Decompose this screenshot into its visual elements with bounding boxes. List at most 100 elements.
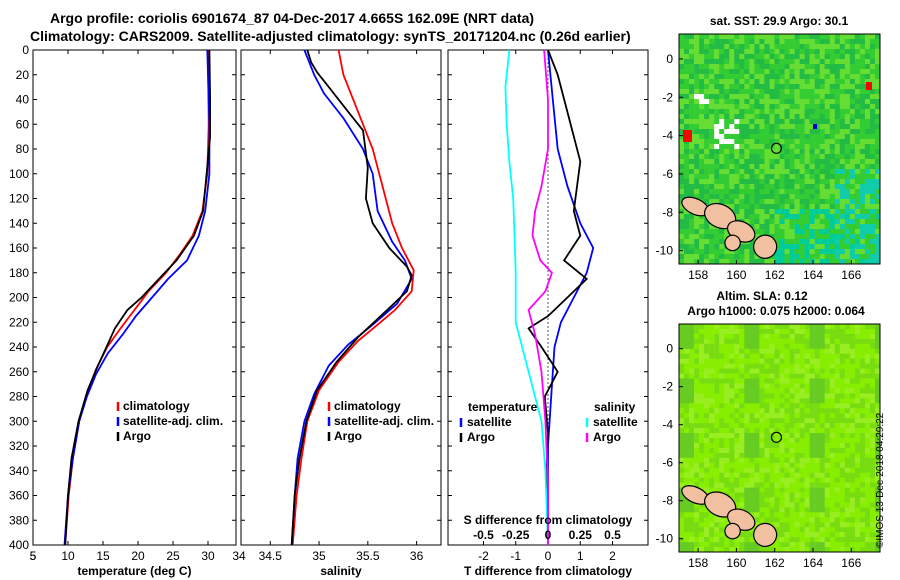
map-cell — [824, 209, 830, 215]
map-cell — [709, 79, 715, 85]
map-cell — [699, 109, 705, 115]
map-cell — [694, 239, 700, 245]
map-cell — [854, 383, 861, 389]
map-cell — [849, 189, 856, 195]
x-tick-label: 35 — [312, 549, 326, 563]
map-cell — [849, 84, 856, 90]
map-cell — [779, 189, 785, 195]
map-cell — [794, 194, 800, 200]
map-cell — [774, 39, 780, 45]
map-cell — [784, 443, 790, 449]
map-cell — [875, 139, 881, 145]
map-cell — [824, 74, 830, 80]
map-cell — [689, 109, 695, 115]
map-cell — [849, 89, 856, 95]
map-cell — [699, 348, 705, 355]
map-cell — [774, 69, 780, 75]
map-cell — [699, 522, 705, 528]
map-cell — [779, 229, 785, 235]
map-cell — [829, 423, 836, 429]
map-cell — [739, 34, 745, 40]
map-cell — [814, 438, 820, 444]
map-cell — [829, 413, 836, 419]
map-cell — [754, 358, 760, 364]
map-cell — [739, 104, 745, 110]
map-cell — [875, 129, 881, 135]
map-cell — [799, 159, 805, 165]
map-cell — [789, 174, 795, 180]
map-cell — [689, 49, 695, 55]
map-cell — [870, 403, 876, 409]
map-cell — [774, 189, 780, 195]
map-cell — [859, 119, 866, 125]
map-cell — [844, 109, 851, 115]
map-cell — [819, 477, 825, 483]
map-cell — [749, 189, 755, 195]
map-cell — [794, 69, 800, 75]
map-cell — [774, 184, 780, 190]
map-cell — [764, 174, 770, 180]
map-cell — [779, 89, 785, 95]
map-cell — [699, 482, 705, 488]
map-cell — [784, 229, 790, 235]
map-cell — [704, 259, 710, 265]
map-cell — [789, 219, 795, 225]
map-cell — [809, 64, 815, 70]
map-cell — [799, 149, 805, 155]
map-cell — [744, 482, 750, 488]
map-cell — [704, 39, 710, 45]
map-cell — [829, 114, 836, 120]
map-cell — [875, 428, 881, 434]
map-cell — [864, 487, 871, 493]
map-cell — [749, 418, 755, 424]
map-cell — [849, 104, 856, 110]
map-cell — [714, 134, 720, 140]
map-cell — [754, 154, 760, 160]
map-cell — [814, 54, 820, 60]
map-cell — [799, 517, 805, 523]
map-cell — [754, 418, 760, 424]
map-cell — [824, 517, 830, 523]
map-cell — [684, 517, 690, 523]
map-cell — [764, 324, 770, 330]
map-cell — [824, 333, 830, 340]
map-cell — [724, 84, 730, 90]
map-cell — [854, 457, 861, 464]
map-cell — [870, 134, 876, 140]
map-cell — [809, 403, 815, 409]
map-cell — [764, 423, 770, 429]
map-cell — [779, 234, 785, 240]
map-cell — [764, 447, 770, 454]
map-cell — [679, 254, 685, 260]
map-cell — [679, 547, 685, 553]
map-cell — [864, 239, 871, 245]
map-cell — [829, 119, 836, 125]
map-cell — [829, 537, 836, 543]
map-cell — [719, 348, 725, 355]
map-cell — [875, 338, 881, 345]
map-cell — [704, 139, 710, 145]
map-cell — [704, 324, 710, 330]
map-cell — [769, 383, 775, 389]
map-cell — [839, 532, 846, 538]
map-cell — [870, 74, 876, 80]
map-cell — [679, 512, 685, 518]
map-cell — [799, 358, 805, 364]
map-cell — [859, 34, 866, 40]
map-cell — [774, 452, 780, 459]
map-cell — [854, 124, 861, 130]
map-cell — [719, 54, 725, 60]
map-cell — [799, 497, 805, 503]
map-cell — [759, 324, 765, 330]
map-cell — [694, 542, 700, 548]
map-cell — [769, 497, 775, 503]
map-cell — [724, 94, 730, 100]
map-cell — [679, 423, 685, 429]
map-cell — [804, 184, 810, 190]
map-cell — [844, 104, 851, 110]
map-cell — [819, 129, 825, 135]
map-cell — [724, 139, 730, 145]
map-cell — [744, 124, 750, 130]
map-cell — [809, 199, 815, 205]
map-cell — [789, 234, 795, 240]
